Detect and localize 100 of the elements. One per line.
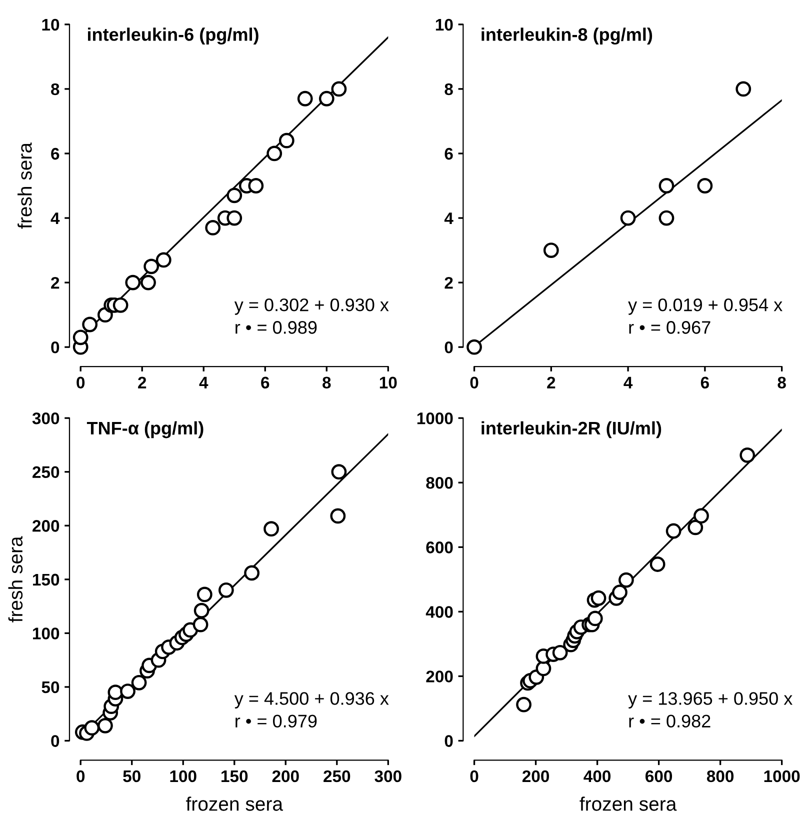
annotation: r • = 0.989 xyxy=(236,321,317,334)
annotation: y = 0.302 + 0.930 x xyxy=(234,298,389,315)
x-tick-label: 6 xyxy=(261,376,270,388)
x-axis-title: frozen sera xyxy=(186,796,284,811)
point xyxy=(740,447,756,463)
y-tick-label: 1000 xyxy=(417,412,453,424)
annotation: r • = 0.967 xyxy=(629,321,710,334)
y-tick-label: 4 xyxy=(50,212,60,224)
chart-title: TNF-α (pg/ml) xyxy=(86,421,204,438)
y-tick-label: 8 xyxy=(444,83,453,96)
point xyxy=(331,81,347,97)
point xyxy=(697,178,713,194)
y-tick-label: 10 xyxy=(42,18,60,31)
y-tick-label: 100 xyxy=(33,628,60,640)
point xyxy=(278,132,294,148)
point xyxy=(330,508,346,524)
y-tick-label: 400 xyxy=(426,606,453,618)
x-tick-label: 200 xyxy=(522,770,549,782)
point xyxy=(192,616,208,632)
y-tick-label: 4 xyxy=(444,212,454,224)
x-tick-label: 150 xyxy=(222,770,248,782)
point xyxy=(120,684,136,699)
y-tick-label: 10 xyxy=(436,18,453,31)
y-tick-label: 6 xyxy=(51,148,60,160)
point xyxy=(194,602,210,618)
x-tick-label: 6 xyxy=(700,376,709,388)
x-tick-label: 8 xyxy=(778,376,786,388)
point xyxy=(218,582,234,598)
point xyxy=(552,644,568,660)
x-tick-label: 1000 xyxy=(764,770,800,782)
point xyxy=(98,718,113,734)
point xyxy=(72,330,88,346)
chart-title: interleukin-8 (pg/ml) xyxy=(482,28,652,45)
x-tick-label: 0 xyxy=(76,376,85,388)
x-tick-label: 4 xyxy=(199,376,208,388)
point xyxy=(516,696,532,712)
y-tick-label: 0 xyxy=(51,341,60,354)
point xyxy=(536,660,552,676)
y-tick-label: 200 xyxy=(32,520,60,532)
x-tick-label: 300 xyxy=(374,770,402,782)
y-tick-label: 200 xyxy=(426,670,453,682)
point xyxy=(140,274,156,290)
point xyxy=(650,556,666,572)
point xyxy=(688,520,704,536)
point xyxy=(248,178,264,194)
x-tick-label: 10 xyxy=(380,376,397,388)
x-tick-label: 100 xyxy=(170,770,196,782)
point xyxy=(618,572,634,588)
y-axis-title: fresh sera xyxy=(8,536,23,622)
x-tick-label: 8 xyxy=(322,376,331,388)
point xyxy=(84,720,100,736)
point xyxy=(244,565,260,581)
point xyxy=(666,523,682,539)
point xyxy=(620,210,636,226)
point xyxy=(658,178,674,194)
x-tick-label: 0 xyxy=(76,770,85,782)
point xyxy=(297,90,313,106)
y-tick-label: 0 xyxy=(51,735,60,747)
point xyxy=(331,464,347,480)
point xyxy=(466,339,482,355)
point xyxy=(612,584,628,600)
x-tick-label: 250 xyxy=(324,770,350,782)
y-tick-label: 8 xyxy=(51,83,60,96)
chart-title: interleukin-6 (pg/ml) xyxy=(88,28,258,45)
annotation: y = 4.500 + 0.936 x xyxy=(234,692,389,708)
point xyxy=(205,220,221,236)
annotation: r • = 0.982 xyxy=(629,714,710,728)
y-tick-label: 2 xyxy=(51,276,60,289)
annotation: r • = 0.979 xyxy=(236,714,317,728)
annotation: y = 0.019 + 0.954 x xyxy=(628,298,782,315)
y-axis-title: fresh sera xyxy=(18,142,32,229)
x-tick-label: 50 xyxy=(123,770,140,782)
point xyxy=(587,610,603,626)
point xyxy=(131,674,147,690)
x-tick-label: 400 xyxy=(584,770,611,782)
chart-title: interleukin-2R (IU/ml) xyxy=(482,421,662,438)
y-tick-label: 0 xyxy=(444,735,453,747)
point xyxy=(112,297,128,313)
point xyxy=(196,586,212,602)
y-tick-label: 300 xyxy=(32,412,60,424)
point xyxy=(226,188,242,204)
y-tick-label: 0 xyxy=(444,341,453,354)
y-tick-label: 150 xyxy=(33,574,60,586)
y-tick-label: 2 xyxy=(444,276,453,289)
x-tick-label: 800 xyxy=(706,770,734,782)
x-tick-label: 2 xyxy=(138,376,146,388)
point xyxy=(264,521,279,537)
point xyxy=(82,316,98,332)
point xyxy=(266,146,282,162)
point xyxy=(543,242,559,258)
annotation: y = 13.965 + 0.950 x xyxy=(628,692,792,708)
x-axis-title: frozen sera xyxy=(580,796,677,811)
point xyxy=(226,210,242,226)
point xyxy=(144,258,160,274)
y-tick-label: 50 xyxy=(42,681,60,694)
point xyxy=(318,90,334,106)
x-tick-label: 0 xyxy=(470,376,478,388)
point xyxy=(108,684,124,700)
point xyxy=(590,590,606,606)
y-tick-label: 6 xyxy=(444,148,453,160)
